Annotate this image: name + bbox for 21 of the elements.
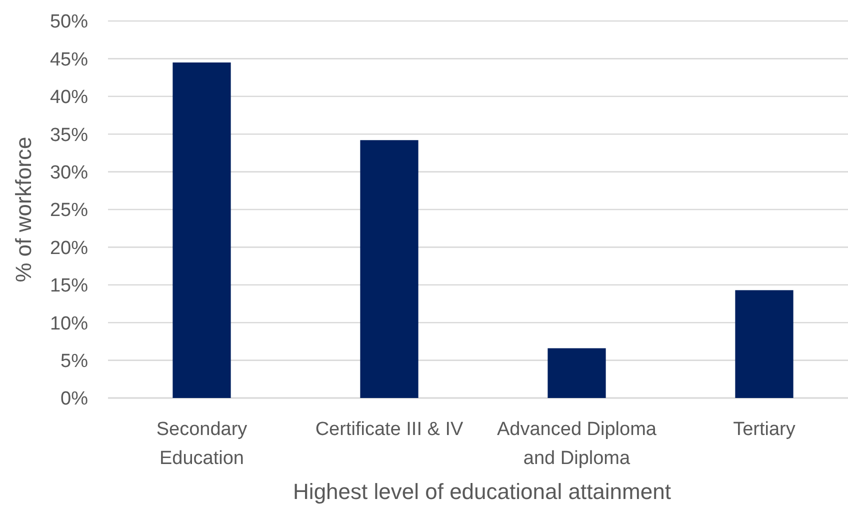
y-tick-label: 35% xyxy=(50,124,88,146)
y-axis-title: % of workforce xyxy=(11,136,36,282)
bar xyxy=(548,348,606,398)
bar xyxy=(735,290,794,398)
x-tick-label: Advanced Diploma and Diploma xyxy=(497,419,657,469)
x-tick-label: Secondary Education xyxy=(156,419,248,469)
x-axis-title: Highest level of educational attainment xyxy=(293,479,671,504)
x-tick-label: Certificate III & IV xyxy=(315,419,464,440)
y-tick-label: 0% xyxy=(60,388,88,410)
y-tick-label: 45% xyxy=(50,49,88,70)
x-tick-label: Tertiary xyxy=(733,419,796,440)
bar xyxy=(172,62,231,398)
y-tick-label: 30% xyxy=(50,162,88,184)
y-tick-label: 50% xyxy=(50,12,88,33)
y-tick-label: 40% xyxy=(50,87,88,108)
y-tick-label: 10% xyxy=(50,313,88,334)
y-tick-label: 25% xyxy=(50,200,88,222)
y-tick-label: 5% xyxy=(60,350,88,372)
y-tick-label: 15% xyxy=(50,276,88,297)
y-tick-label: 20% xyxy=(50,238,88,259)
bar xyxy=(360,140,418,398)
